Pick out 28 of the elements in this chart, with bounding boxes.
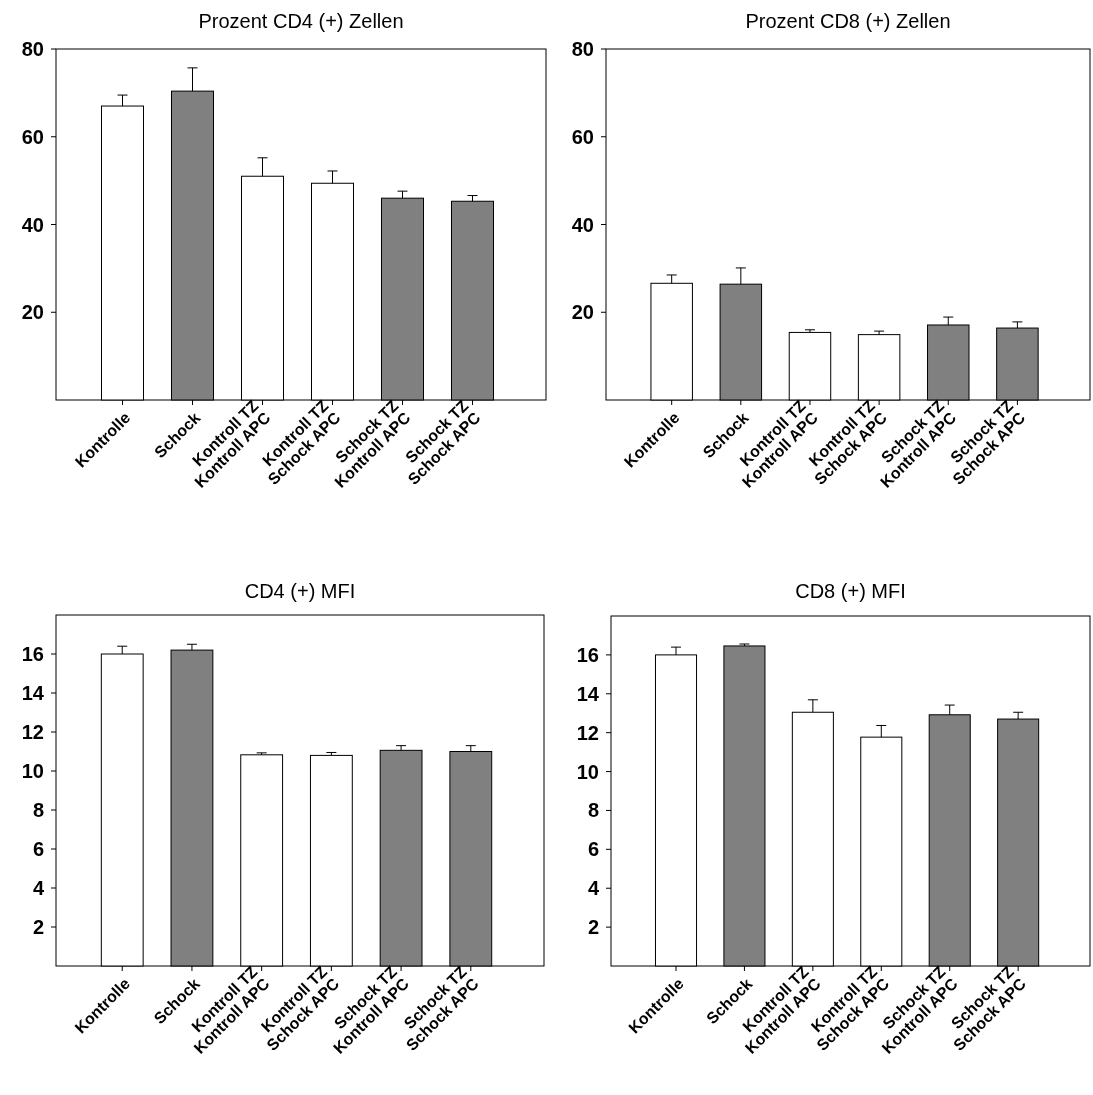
y-tick-label: 10 bbox=[21, 760, 44, 782]
y-tick-label: 40 bbox=[21, 213, 44, 236]
y-tick-label: 12 bbox=[576, 721, 599, 744]
y-tick-label: 4 bbox=[32, 877, 45, 899]
y-tick-label: 4 bbox=[587, 877, 600, 900]
y-tick-label: 8 bbox=[32, 799, 44, 821]
y-tick-label: 14 bbox=[21, 682, 45, 704]
y-tick-label: 40 bbox=[571, 213, 594, 236]
chart-title: Prozent CD4 (+) Zellen bbox=[198, 10, 404, 32]
y-tick-label: 14 bbox=[576, 682, 600, 705]
y-tick-label: 8 bbox=[587, 799, 599, 822]
chart-title: CD4 (+) MFI bbox=[244, 580, 356, 602]
y-tick-label: 60 bbox=[21, 125, 44, 148]
y-tick-label: 20 bbox=[21, 301, 44, 324]
y-tick-label: 12 bbox=[21, 721, 44, 743]
y-tick-label: 20 bbox=[571, 301, 594, 324]
y-tick-label: 16 bbox=[576, 643, 599, 666]
y-tick-label: 6 bbox=[32, 838, 44, 860]
y-tick-label: 80 bbox=[571, 38, 594, 60]
chart-title: CD8 (+) MFI bbox=[795, 580, 906, 602]
chart-title: Prozent CD8 (+) Zellen bbox=[745, 10, 951, 32]
y-tick-label: 16 bbox=[21, 643, 44, 665]
y-tick-label: 2 bbox=[587, 916, 599, 939]
y-tick-label: 80 bbox=[21, 38, 44, 60]
y-tick-label: 60 bbox=[571, 125, 594, 148]
y-tick-label: 6 bbox=[587, 838, 599, 861]
y-tick-label: 2 bbox=[32, 916, 44, 938]
y-tick-label: 10 bbox=[576, 760, 599, 783]
